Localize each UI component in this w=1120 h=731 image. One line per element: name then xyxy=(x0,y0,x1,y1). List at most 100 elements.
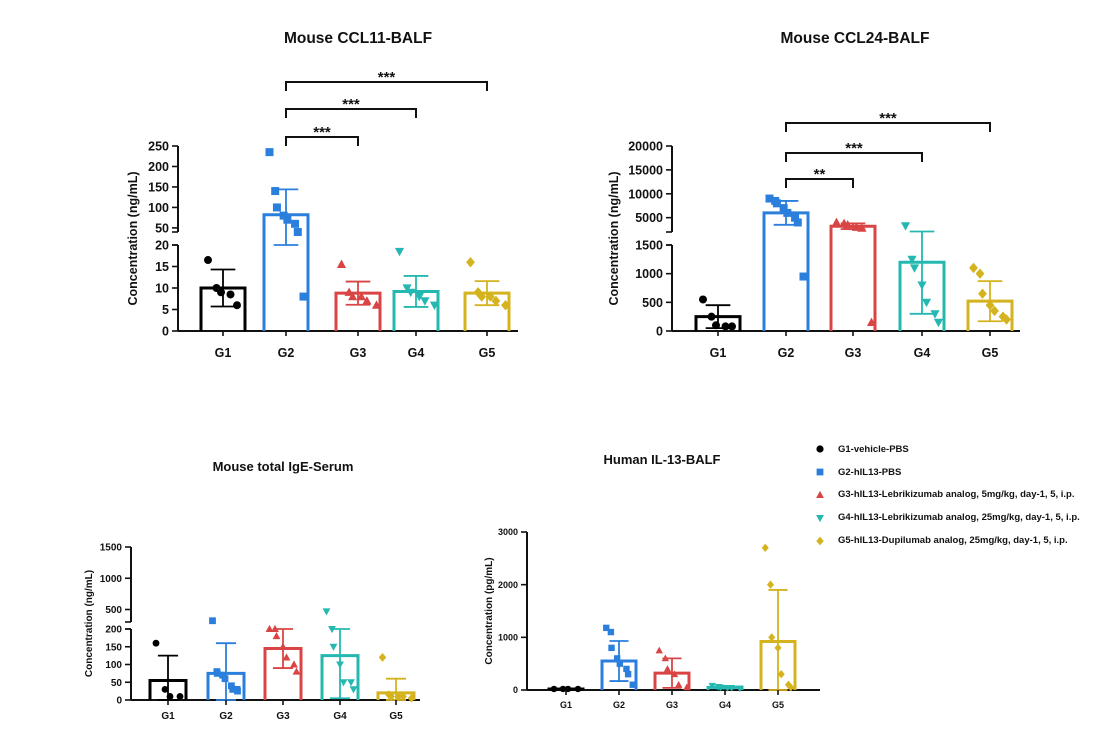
data-point xyxy=(485,291,495,302)
data-point xyxy=(420,297,430,306)
y-tick-label: 2000 xyxy=(498,580,518,590)
data-point xyxy=(799,272,808,281)
data-point xyxy=(402,284,412,293)
legend: G1-vehicle-PBS G2-hIL13-PBS G3-hIL13-Lebri… xyxy=(812,438,1112,552)
chart-il13: Human IL-13-BALF Concentration (pg/mL) 0 10… xyxy=(484,452,820,710)
triangle-up-marker-icon xyxy=(812,489,828,501)
data-point xyxy=(783,208,792,217)
data-point xyxy=(407,693,416,703)
x-tick-label: G5 xyxy=(389,711,403,722)
y-axis-label: Concentration (ng/mL) xyxy=(84,570,95,677)
data-point xyxy=(328,625,336,634)
x-tick-label: G4 xyxy=(914,346,931,360)
data-point xyxy=(429,301,440,310)
y-tick-label: 500 xyxy=(642,296,663,310)
x-tick-label: G2 xyxy=(778,346,795,360)
x-tick-label: G5 xyxy=(479,346,496,360)
x-tick-label: G1 xyxy=(215,346,232,360)
y-tick-label: 10 xyxy=(155,282,169,296)
chart-title: Human IL-13-BALF xyxy=(604,452,721,467)
data-point xyxy=(616,660,624,667)
data-point xyxy=(290,660,298,668)
bar-g2 xyxy=(762,211,810,331)
significance-bracket xyxy=(285,81,488,91)
data-point xyxy=(291,219,300,228)
x-tick-label: G2 xyxy=(219,711,233,722)
data-point xyxy=(559,685,567,693)
data-point xyxy=(209,617,216,625)
data-point xyxy=(322,608,331,616)
significance-bracket xyxy=(785,152,923,162)
data-point xyxy=(283,215,292,224)
data-point xyxy=(624,671,632,678)
y-tick-label: 1500 xyxy=(100,543,123,554)
data-point xyxy=(336,259,347,268)
data-point xyxy=(387,692,396,701)
y-tick-label: 1500 xyxy=(635,239,663,253)
y-tick-label: 10000 xyxy=(628,187,663,201)
significance-bracket xyxy=(285,108,417,118)
data-point xyxy=(272,203,281,212)
data-point xyxy=(608,644,615,652)
legend-label: G1-vehicle-PBS xyxy=(838,443,909,455)
data-point xyxy=(293,228,302,236)
data-point xyxy=(772,199,781,208)
circle-marker-icon xyxy=(812,443,828,455)
data-point xyxy=(501,300,510,311)
diamond-marker-icon xyxy=(812,535,828,547)
significance-label: *** xyxy=(378,69,396,86)
significance-label: *** xyxy=(845,140,863,157)
data-point xyxy=(356,291,366,301)
data-point xyxy=(990,305,999,317)
data-point xyxy=(670,670,679,678)
data-point xyxy=(917,281,927,290)
x-tick-label: G2 xyxy=(278,346,295,360)
data-point xyxy=(477,291,487,302)
y-axis-label: Concentration (ng/mL) xyxy=(607,171,621,305)
data-point xyxy=(574,685,582,693)
data-point xyxy=(707,312,716,321)
legend-item-g2: G2-hIL13-PBS xyxy=(812,461,1112,484)
data-point xyxy=(344,287,354,296)
y-tick-label: 15000 xyxy=(628,163,663,177)
data-point xyxy=(975,268,985,279)
legend-item-g3: G3-hIL13-Lebrikizumab analog, 5mg/kg, da… xyxy=(812,484,1112,507)
data-point xyxy=(217,288,225,297)
data-point xyxy=(271,624,279,633)
data-point xyxy=(866,317,877,326)
data-point xyxy=(414,293,424,302)
data-point xyxy=(336,661,344,669)
y-tick-label: 0 xyxy=(513,685,518,695)
data-point xyxy=(655,646,663,654)
data-point xyxy=(385,690,393,700)
data-point xyxy=(152,639,160,647)
data-point xyxy=(299,292,308,301)
significance-label: *** xyxy=(342,96,360,113)
legend-item-g5: G5-hIL13-Dupilumab analog, 25mg/kg, day-… xyxy=(812,529,1112,552)
bar-g3 xyxy=(829,224,877,331)
data-point xyxy=(466,257,475,268)
x-tick-label: G1 xyxy=(560,700,572,710)
y-tick-label: 150 xyxy=(148,180,169,194)
chart-ige: Mouse total IgE-Serum Concentration (ng/m… xyxy=(84,459,420,722)
legend-label: G2-hIL13-PBS xyxy=(838,466,902,478)
data-point xyxy=(282,653,291,661)
data-point xyxy=(674,680,683,688)
data-point xyxy=(768,633,776,642)
data-point xyxy=(921,298,932,308)
y-tick-label: 20000 xyxy=(628,140,663,154)
x-tick-label: G4 xyxy=(408,346,425,360)
x-tick-label: G3 xyxy=(276,711,290,722)
significance-bracket xyxy=(785,122,991,132)
legend-label: G4-hIL13-Lebrikizumab analog, 25mg/kg, d… xyxy=(838,512,1080,524)
data-point xyxy=(226,290,235,299)
x-tick-label: G5 xyxy=(982,346,999,360)
data-point xyxy=(166,693,174,700)
data-point xyxy=(716,684,725,692)
legend-label: G3-hIL13-Lebrikizumab analog, 5mg/kg, da… xyxy=(838,489,1075,501)
y-tick-label: 0 xyxy=(656,325,663,339)
data-point xyxy=(851,222,861,231)
data-point xyxy=(347,679,355,687)
y-tick-label: 0 xyxy=(116,696,122,707)
